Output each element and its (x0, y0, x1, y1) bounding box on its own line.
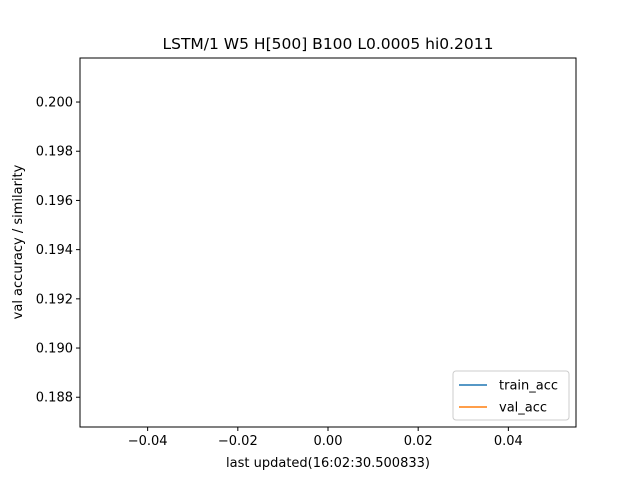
y-axis-label: val accuracy / similarity (11, 164, 26, 319)
x-tick-label: −0.02 (218, 434, 258, 449)
axes-frame (79, 57, 577, 428)
chart-title: LSTM/1 W5 H[500] B100 L0.0005 hi0.2011 (162, 35, 493, 53)
y-tick-label: 0.198 (36, 145, 73, 160)
x-tick-label: 0.04 (494, 434, 523, 449)
y-tick-label: 0.196 (36, 194, 73, 209)
plot-area (79, 57, 577, 428)
x-tick-label: 0.02 (404, 434, 433, 449)
y-tick-label: 0.188 (36, 391, 73, 406)
y-tick-label: 0.194 (36, 243, 73, 258)
legend-label-val_acc: val_acc (499, 401, 547, 416)
x-axis-ticks: −0.04 −0.02 0.00 0.02 0.04 (128, 427, 523, 449)
legend: train_acc val_acc (452, 370, 570, 421)
y-axis-ticks: 0.188 0.190 0.192 0.194 0.196 0.198 0.200 (36, 96, 80, 406)
y-tick-label: 0.190 (36, 342, 73, 357)
y-tick-label: 0.192 (36, 292, 73, 307)
x-tick-label: −0.04 (128, 434, 168, 449)
legend-label-train_acc: train_acc (499, 379, 558, 394)
x-tick-label: 0.00 (314, 434, 343, 449)
y-tick-label: 0.200 (36, 96, 73, 111)
x-axis-label: last updated(16:02:30.500833) (226, 456, 430, 471)
